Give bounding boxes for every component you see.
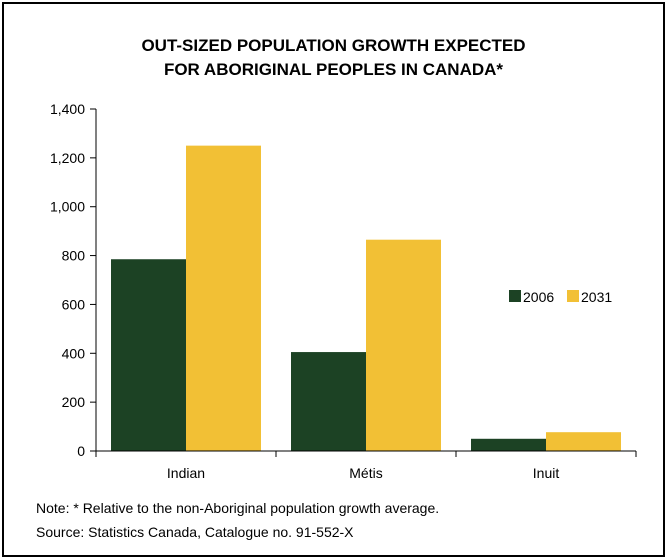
chart-title-line-1: OUT-SIZED POPULATION GROWTH EXPECTED <box>141 36 526 55</box>
source-text: Source: Statistics Canada, Catalogue no.… <box>36 524 354 540</box>
legend-label-2006: 2006 <box>523 289 554 305</box>
y-tick-label: 1,400 <box>50 101 85 117</box>
chart-title: OUT-SIZED POPULATION GROWTH EXPECTED FOR… <box>0 34 667 82</box>
chart-notes: Note: * Relative to the non-Aboriginal p… <box>36 496 439 544</box>
y-tick-label: 1,000 <box>50 199 85 215</box>
legend-swatch-2006 <box>509 290 521 302</box>
bar-inuit-2031 <box>546 432 621 451</box>
legend-label-2031: 2031 <box>581 289 612 305</box>
legend-group: 2006 2031 <box>509 289 612 305</box>
legend-swatch-2031 <box>567 290 579 302</box>
y-tick-label: 400 <box>62 345 86 361</box>
chart-title-line-2: FOR ABORIGINAL PEOPLES IN CANADA* <box>163 60 504 79</box>
y-tick-label: 600 <box>62 296 86 312</box>
y-tick-label: 800 <box>62 248 86 264</box>
y-tick-label: 200 <box>62 394 86 410</box>
bar-mtis-2006 <box>291 352 366 451</box>
x-tick-label: Métis <box>349 465 382 481</box>
bar-indian-2031 <box>186 145 261 451</box>
axes-group: Indian Métis Inuit 0 200 400 600 800 1,000 1,200 1… <box>50 101 637 481</box>
bar-indian-2006 <box>111 259 186 451</box>
bar-inuit-2006 <box>471 438 546 451</box>
y-tick-label: 0 <box>77 443 85 459</box>
bars-group <box>111 145 621 451</box>
y-tick-label: 1,200 <box>50 150 85 166</box>
x-tick-label: Inuit <box>533 465 560 481</box>
note-text: Note: * Relative to the non-Aboriginal p… <box>36 500 440 516</box>
x-tick-label: Indian <box>167 465 205 481</box>
bar-mtis-2031 <box>366 239 441 451</box>
